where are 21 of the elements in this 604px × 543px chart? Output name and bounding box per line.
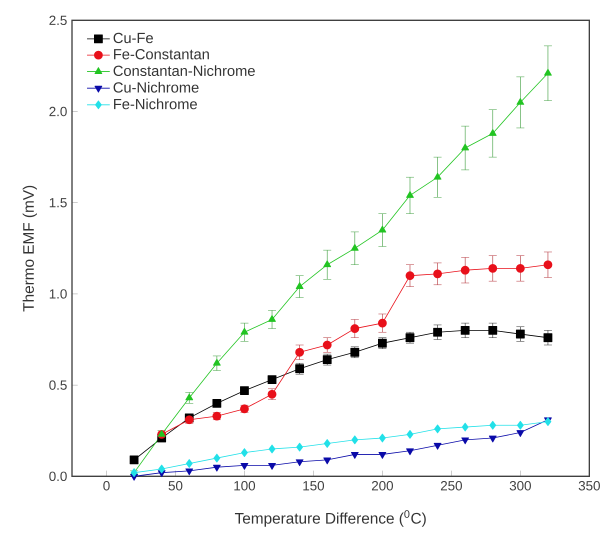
legend-label: Cu-Nichrome xyxy=(114,82,199,93)
x-tick-label: 0 xyxy=(103,481,110,490)
legend-label: Fe-Nichrome xyxy=(114,98,197,110)
y-tick-label: 0.5 xyxy=(49,380,67,390)
y-tick-label: 1.5 xyxy=(50,198,67,208)
x-tick-label: 250 xyxy=(440,481,462,490)
y-axis-title: Thermo EMF (mV) xyxy=(22,186,37,312)
x-tick-label: 300 xyxy=(510,481,531,490)
x-tick-label: 350 xyxy=(578,481,600,490)
x-tick-label: 200 xyxy=(372,481,394,490)
y-tick-label: 2.0 xyxy=(49,106,67,116)
legend-label: Constantan-Nichrome xyxy=(114,65,255,76)
x-axis-title: Temperature Difference ($^{0}$C) xyxy=(234,510,426,527)
x-tick-label: 150 xyxy=(303,481,324,490)
legend-label: Cu-Fe xyxy=(114,32,153,44)
y-tick-label: 2.5 xyxy=(49,16,67,26)
x-tick-label: 50 xyxy=(168,481,182,490)
legend-label: Fe-Constantan xyxy=(114,49,209,60)
x-tick-label: 100 xyxy=(234,481,256,490)
y-tick-label: 1.0 xyxy=(50,289,67,299)
y-tick-label: 0.0 xyxy=(49,472,67,482)
